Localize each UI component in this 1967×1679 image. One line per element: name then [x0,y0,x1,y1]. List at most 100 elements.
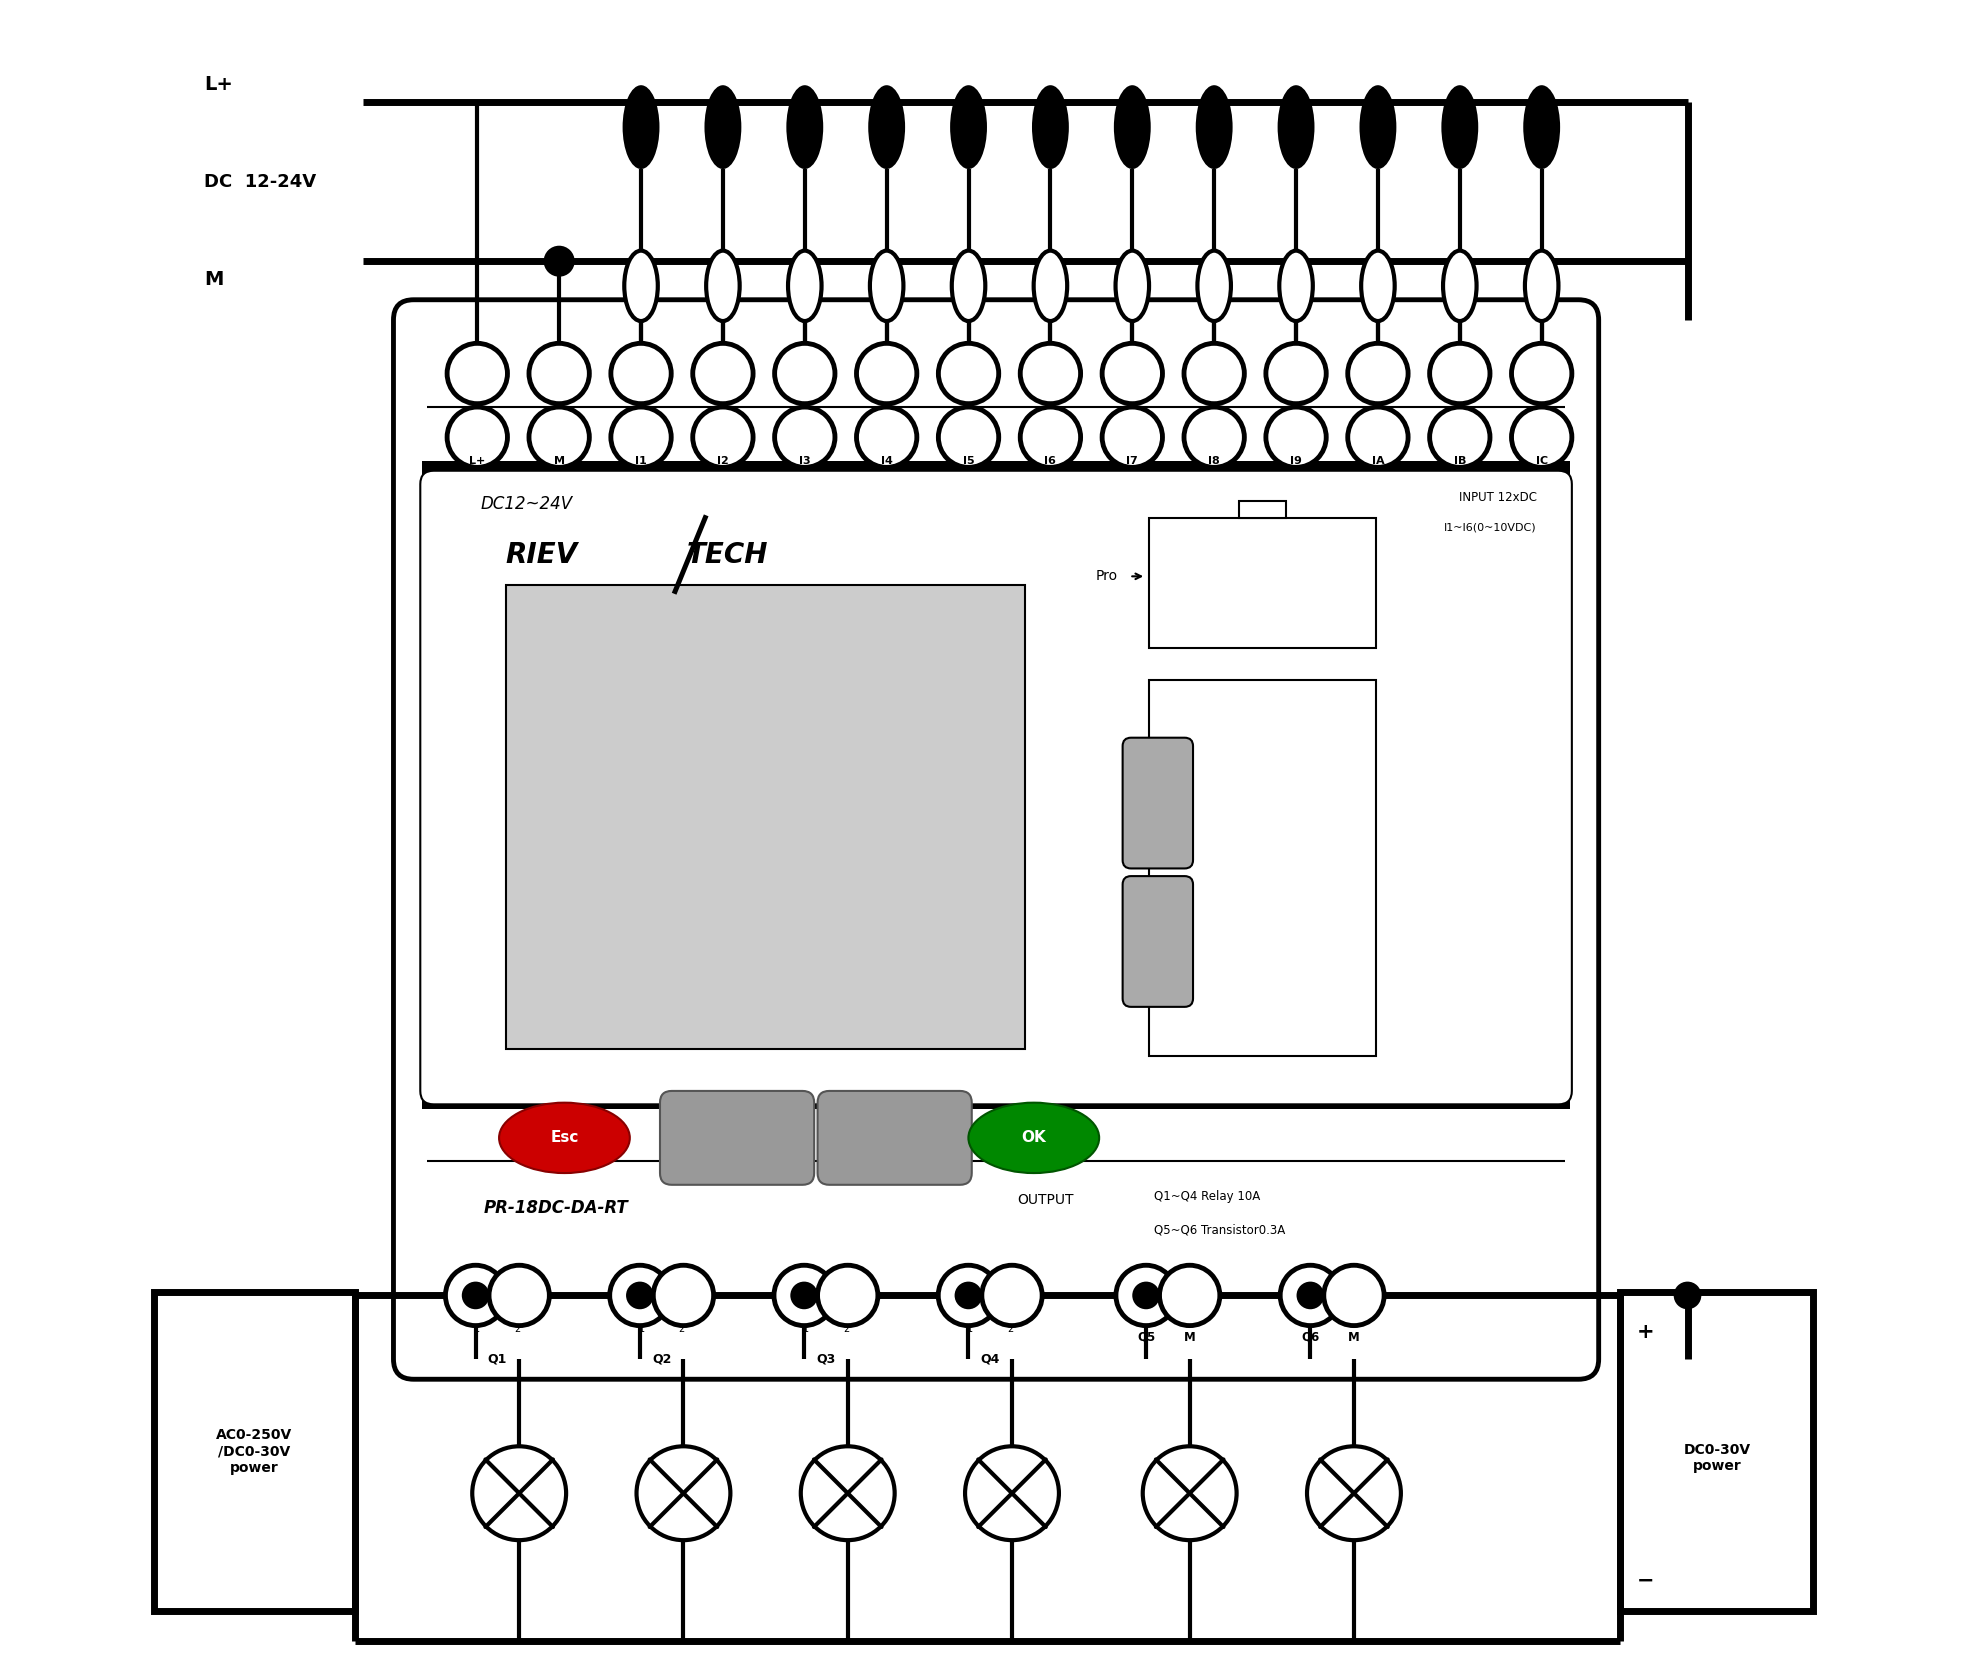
Circle shape [1430,406,1489,467]
Text: I7: I7 [1127,455,1139,465]
Circle shape [1324,1266,1385,1326]
Text: I6: I6 [1044,455,1056,465]
Text: Q1~Q4 Relay 10A: Q1~Q4 Relay 10A [1155,1190,1261,1204]
Ellipse shape [1198,250,1231,321]
Text: 2: 2 [1007,1325,1013,1333]
Circle shape [612,406,671,467]
Ellipse shape [789,250,822,321]
Ellipse shape [952,250,985,321]
Circle shape [529,343,590,403]
Text: DC0-30V
power: DC0-30V power [1684,1442,1751,1472]
Circle shape [1511,343,1572,403]
FancyBboxPatch shape [1123,737,1194,868]
Text: M: M [553,455,565,465]
Circle shape [692,406,753,467]
Circle shape [956,1284,980,1308]
Ellipse shape [1033,250,1068,321]
Circle shape [529,406,590,467]
Text: M: M [1347,1331,1359,1343]
Text: 1: 1 [474,1325,480,1333]
Circle shape [472,1446,566,1540]
Ellipse shape [869,250,903,321]
Text: 2: 2 [844,1325,850,1333]
Text: Q4: Q4 [980,1352,999,1365]
Ellipse shape [1115,250,1149,321]
Text: DC12~24V: DC12~24V [480,495,572,514]
Circle shape [447,343,507,403]
Circle shape [1306,1446,1401,1540]
Circle shape [653,1266,714,1326]
Ellipse shape [706,250,740,321]
Circle shape [793,1284,816,1308]
Circle shape [1184,406,1245,467]
FancyBboxPatch shape [393,301,1599,1378]
Text: 1: 1 [639,1325,645,1333]
Ellipse shape [704,86,742,170]
FancyBboxPatch shape [818,1091,972,1185]
Text: TECH: TECH [686,541,769,569]
Ellipse shape [1522,86,1560,170]
Ellipse shape [1279,250,1312,321]
Bar [1149,517,1375,648]
Text: OK: OK [1021,1130,1046,1145]
Ellipse shape [968,1103,1100,1174]
Ellipse shape [1196,86,1233,170]
Text: 1: 1 [968,1325,974,1333]
Text: M: M [205,270,224,289]
Circle shape [775,406,834,467]
Text: RIEV: RIEV [506,541,578,569]
Bar [506,584,1025,1049]
Text: I5: I5 [962,455,974,465]
Text: I9: I9 [1290,455,1302,465]
Ellipse shape [624,250,657,321]
Circle shape [1115,1266,1176,1326]
Text: PR-18DC-DA-RT: PR-18DC-DA-RT [484,1199,629,1217]
Ellipse shape [1033,86,1068,170]
Circle shape [1021,343,1080,403]
Circle shape [938,343,999,403]
FancyBboxPatch shape [1123,876,1194,1007]
Text: Q1: Q1 [488,1352,507,1365]
Circle shape [1159,1266,1220,1326]
Ellipse shape [500,1103,629,1174]
FancyBboxPatch shape [421,470,1572,1105]
Circle shape [1347,343,1408,403]
Text: Q5~Q6 Transistor0.3A: Q5~Q6 Transistor0.3A [1155,1224,1286,1236]
Text: +: + [1637,1323,1654,1342]
Text: OUTPUT: OUTPUT [1017,1192,1074,1207]
Circle shape [447,406,507,467]
Text: Q3: Q3 [816,1352,836,1365]
Bar [1621,1293,1814,1610]
Text: I3: I3 [799,455,810,465]
Ellipse shape [1279,86,1314,170]
Circle shape [1511,406,1572,467]
Circle shape [1102,406,1162,467]
Circle shape [692,343,753,403]
Circle shape [545,248,572,275]
Text: IC: IC [1536,455,1548,465]
Text: AC0-250V
/DC0-30V
power: AC0-250V /DC0-30V power [216,1429,293,1474]
Bar [423,1090,1570,1110]
Text: I4: I4 [881,455,893,465]
Circle shape [612,343,671,403]
Text: L+: L+ [470,455,486,465]
Circle shape [637,1446,730,1540]
Ellipse shape [1444,250,1477,321]
Text: IA: IA [1371,455,1385,465]
Circle shape [856,343,917,403]
Text: I8: I8 [1208,455,1220,465]
Bar [1149,680,1375,1056]
Circle shape [982,1266,1043,1326]
Circle shape [490,1266,549,1326]
Ellipse shape [1359,86,1397,170]
Ellipse shape [867,86,905,170]
Circle shape [773,1266,834,1326]
Text: M: M [1184,1331,1196,1343]
Text: I2: I2 [718,455,730,465]
Circle shape [966,1446,1058,1540]
Ellipse shape [1442,86,1479,170]
Circle shape [938,406,999,467]
Circle shape [1430,343,1489,403]
Ellipse shape [1524,250,1558,321]
Bar [423,460,1570,480]
